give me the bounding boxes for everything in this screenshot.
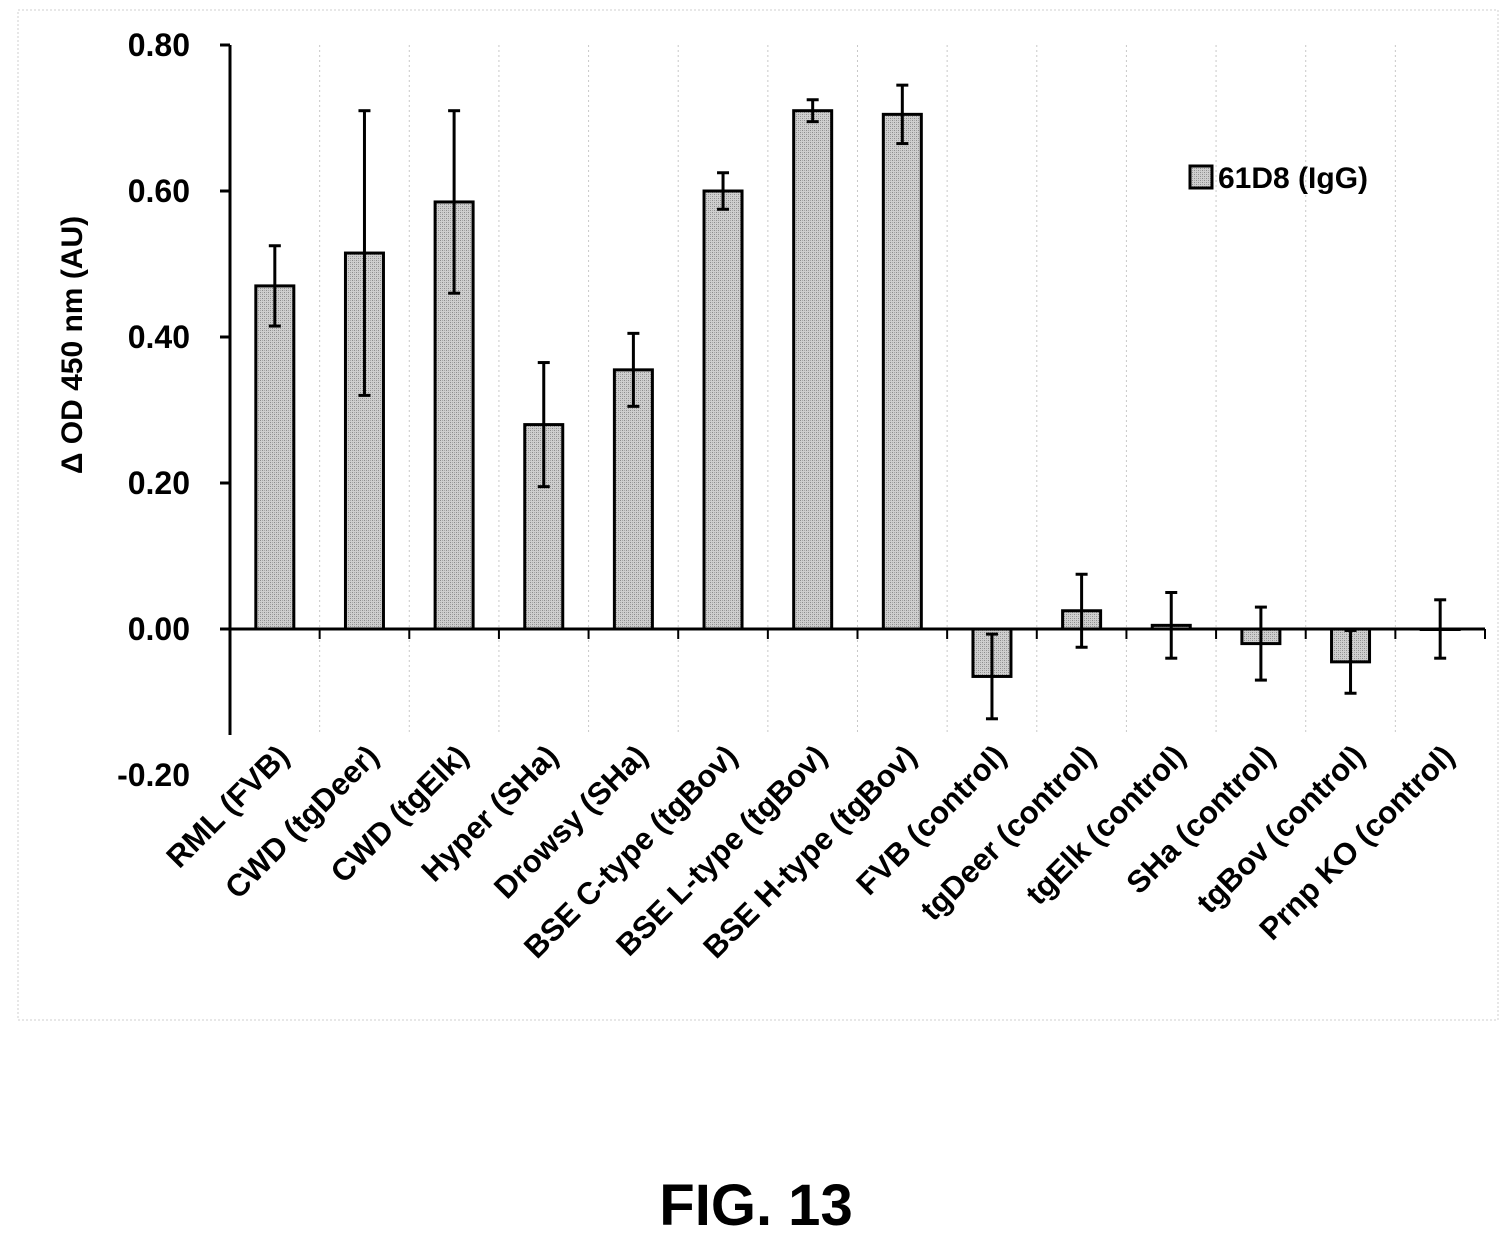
x-tick-label: Drowsy (SHa) <box>487 738 654 905</box>
grid-lines <box>319 45 1396 735</box>
legend-label: 61D8 (IgG) <box>1218 162 1368 195</box>
bar <box>881 112 923 631</box>
y-tick-label: 0.00 <box>128 611 190 647</box>
y-tick-label: -0.20 <box>117 757 190 793</box>
legend-swatch <box>1188 164 1214 190</box>
bar <box>702 189 744 631</box>
bar <box>254 284 296 631</box>
x-tick-label: tgElk (control) <box>1019 738 1192 911</box>
y-tick-label: 0.40 <box>128 319 190 355</box>
chart-border <box>17 9 1499 1021</box>
bar <box>343 251 385 631</box>
y-tick-label: 0.60 <box>128 173 190 209</box>
y-tick-label: 0.80 <box>128 27 190 63</box>
axes <box>220 43 1486 735</box>
figure-caption: FIG. 13 <box>659 1173 853 1238</box>
bars <box>254 83 1461 721</box>
y-tick-label: 0.20 <box>128 465 190 501</box>
bar <box>612 368 654 631</box>
x-tick-label: CWD (tgDeer) <box>218 738 385 905</box>
bar <box>792 109 834 631</box>
legend: 61D8 (IgG) <box>1188 162 1368 195</box>
y-axis-label: Δ OD 450 nm (AU) <box>56 216 89 474</box>
